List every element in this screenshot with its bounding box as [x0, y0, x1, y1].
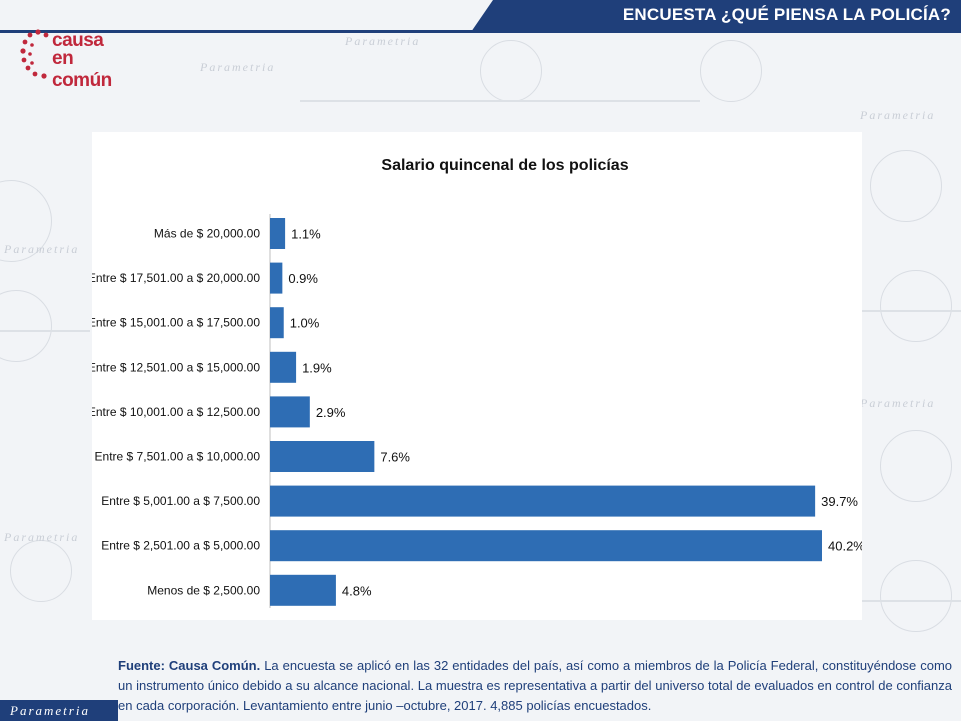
watermark-text: Parametria	[4, 530, 80, 544]
watermark-text: Parametria	[200, 60, 276, 74]
bar	[270, 218, 286, 249]
bars-group: Más de $ 20,000.00 1.1% Entre $ 17,501.00 …	[92, 218, 862, 606]
logo-dots-icon	[20, 29, 49, 79]
category-label: Entre $ 17,501.00 a $ 20,000.00	[92, 271, 260, 285]
category-label: Entre $ 15,001.00 a $ 17,500.00	[92, 316, 260, 330]
category-label: Más de $ 20,000.00	[154, 227, 260, 241]
watermark-text: Parametria	[860, 108, 936, 122]
value-label: 7.6%	[380, 450, 410, 465]
category-label: Entre $ 7,501.00 a $ 10,000.00	[95, 450, 261, 464]
category-label: Menos de $ 2,500.00	[147, 583, 260, 597]
category-label: Entre $ 5,001.00 a $ 7,500.00	[101, 494, 260, 508]
bar	[270, 262, 283, 294]
watermark-text: Parametria	[345, 34, 421, 48]
category-label: Entre $ 10,001.00 a $ 12,500.00	[92, 405, 260, 419]
value-label: 1.1%	[291, 227, 321, 242]
salary-bar-chart: Salario quincenal de los policías Más de…	[92, 157, 862, 608]
watermark-text: Parametria	[4, 242, 80, 256]
causa-en-comun-logo: causa en común	[20, 22, 130, 92]
bar	[270, 530, 822, 562]
value-label: 4.8%	[342, 583, 372, 598]
bar	[270, 396, 310, 428]
value-label: 40.2%	[828, 539, 862, 554]
value-label: 1.9%	[302, 360, 332, 375]
value-label: 1.0%	[290, 316, 320, 331]
logo-text-causa: causa	[52, 30, 104, 51]
category-label: Entre $ 12,501.00 a $ 15,000.00	[92, 360, 260, 374]
source-label: Fuente: Causa Común.	[118, 658, 261, 673]
value-label: 2.9%	[316, 405, 346, 420]
value-label: 39.7%	[821, 494, 858, 509]
source-text: La encuesta se aplicó en las 32 entidade…	[118, 658, 952, 713]
source-note: Fuente: Causa Común. La encuesta se apli…	[118, 656, 952, 716]
header-bar: ENCUESTA ¿QUÉ PIENSA LA POLICÍA?	[0, 0, 961, 33]
header-underline	[0, 30, 961, 33]
bar	[270, 441, 375, 472]
page-title: ENCUESTA ¿QUÉ PIENSA LA POLICÍA?	[622, 5, 951, 24]
category-label: Entre $ 2,501.00 a $ 5,000.00	[101, 539, 260, 553]
watermark-text: Parametria	[860, 396, 936, 410]
bar	[270, 574, 336, 606]
bar	[270, 351, 297, 383]
bar	[270, 485, 816, 517]
bar	[270, 307, 284, 339]
chart-panel: Salario quincenal de los policías Más de…	[92, 132, 862, 620]
logo-text-en-comun: en común	[52, 48, 112, 91]
header-stripe	[471, 0, 961, 32]
chart-title: Salario quincenal de los policías	[381, 157, 628, 174]
value-label: 0.9%	[288, 271, 318, 286]
parametria-brand-tag: Parametria	[0, 700, 118, 721]
